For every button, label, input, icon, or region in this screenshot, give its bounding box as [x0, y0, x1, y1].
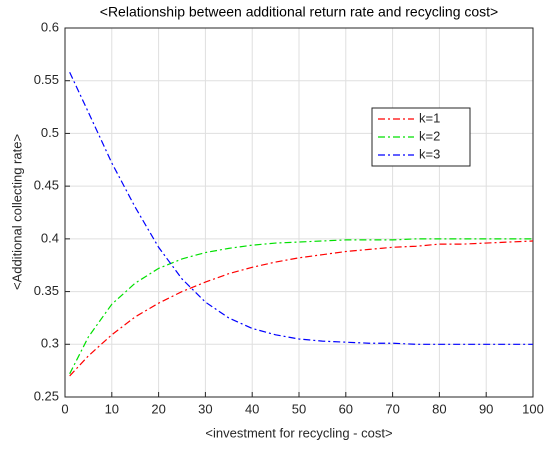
y-tick-label: 0.3: [41, 336, 59, 351]
data-line: [69, 72, 533, 345]
x-tick-label: 10: [105, 401, 119, 416]
x-tick-label: 100: [522, 401, 544, 416]
x-tick-label: 50: [292, 401, 306, 416]
data-line: [69, 238, 533, 375]
legend-label: k=3: [419, 146, 440, 161]
x-tick-label: 40: [245, 401, 259, 416]
x-tick-label: 30: [198, 401, 212, 416]
data-line: [69, 240, 534, 377]
y-tick-label: 0.6: [41, 19, 59, 34]
x-tick-label: 20: [151, 401, 165, 416]
legend-label: k=1: [419, 110, 440, 125]
y-tick-label: 0.35: [34, 283, 59, 298]
x-tick-label: 70: [385, 401, 399, 416]
plot-frame: [64, 27, 534, 398]
y-tick-label: 0.45: [34, 178, 59, 193]
chart-title: <Relationship between additional return …: [100, 4, 498, 20]
x-tick-label: 80: [432, 401, 446, 416]
x-tick-label: 0: [61, 401, 68, 416]
y-axis-label: <Additional collecting rate>: [9, 134, 24, 290]
x-tick-label: 60: [339, 401, 353, 416]
y-tick-label: 0.25: [34, 388, 59, 403]
x-axis-label: <investment for recycling - cost>: [205, 425, 392, 440]
y-tick-label: 0.4: [41, 230, 59, 245]
x-tick-label: 90: [479, 401, 493, 416]
y-tick-label: 0.55: [34, 72, 59, 87]
legend-label: k=2: [419, 128, 440, 143]
y-tick-label: 0.5: [41, 125, 59, 140]
